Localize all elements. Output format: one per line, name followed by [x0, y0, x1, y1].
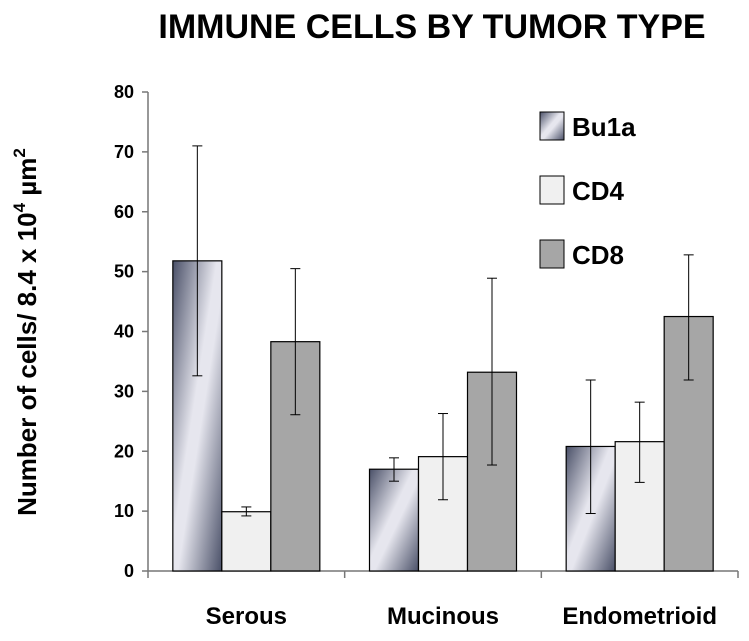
y-tick-label: 10 — [114, 501, 134, 521]
y-tick-label: 40 — [114, 322, 134, 342]
y-tick-label: 0 — [124, 561, 134, 581]
y-tick-label: 30 — [114, 381, 134, 401]
bar — [221, 511, 272, 572]
legend-label: CD8 — [572, 240, 624, 270]
legend-swatch — [539, 175, 565, 205]
y-axis-label-exponent: 4 — [10, 202, 29, 212]
x-tick-label: Serous — [206, 603, 287, 630]
axes: 0 10 20 30 40 50 60 70 80 Serous Mucinous Endometri… — [114, 82, 739, 630]
y-tick-label: 60 — [114, 202, 134, 222]
bar — [368, 468, 420, 572]
x-tick-label: Mucinous — [387, 603, 499, 630]
legend-label: CD4 — [572, 176, 625, 206]
y-axis-label-unit-exponent: 2 — [10, 148, 29, 157]
x-tick-label: Endometrioid — [562, 603, 717, 630]
error-bars — [192, 145, 694, 517]
y-axis-label: Number of cells/ 8.4 x 104 µm2 — [10, 148, 42, 516]
legend-swatch — [539, 111, 565, 141]
y-tick-label: 80 — [114, 82, 134, 102]
bars — [172, 260, 714, 572]
y-axis-label-text: Number of cells/ 8.4 x 10 — [12, 212, 42, 515]
y-axis-label-unit: µm — [12, 158, 42, 203]
legend: Bu1a CD4 CD8 — [539, 111, 636, 270]
y-tick-label: 50 — [114, 262, 134, 282]
legend-label: Bu1a — [572, 112, 636, 142]
y-tick-label: 70 — [114, 142, 134, 162]
y-tick-label: 20 — [114, 441, 134, 461]
legend-swatch — [539, 239, 565, 269]
chart-title: IMMUNE CELLS BY TUMOR TYPE — [158, 8, 705, 46]
